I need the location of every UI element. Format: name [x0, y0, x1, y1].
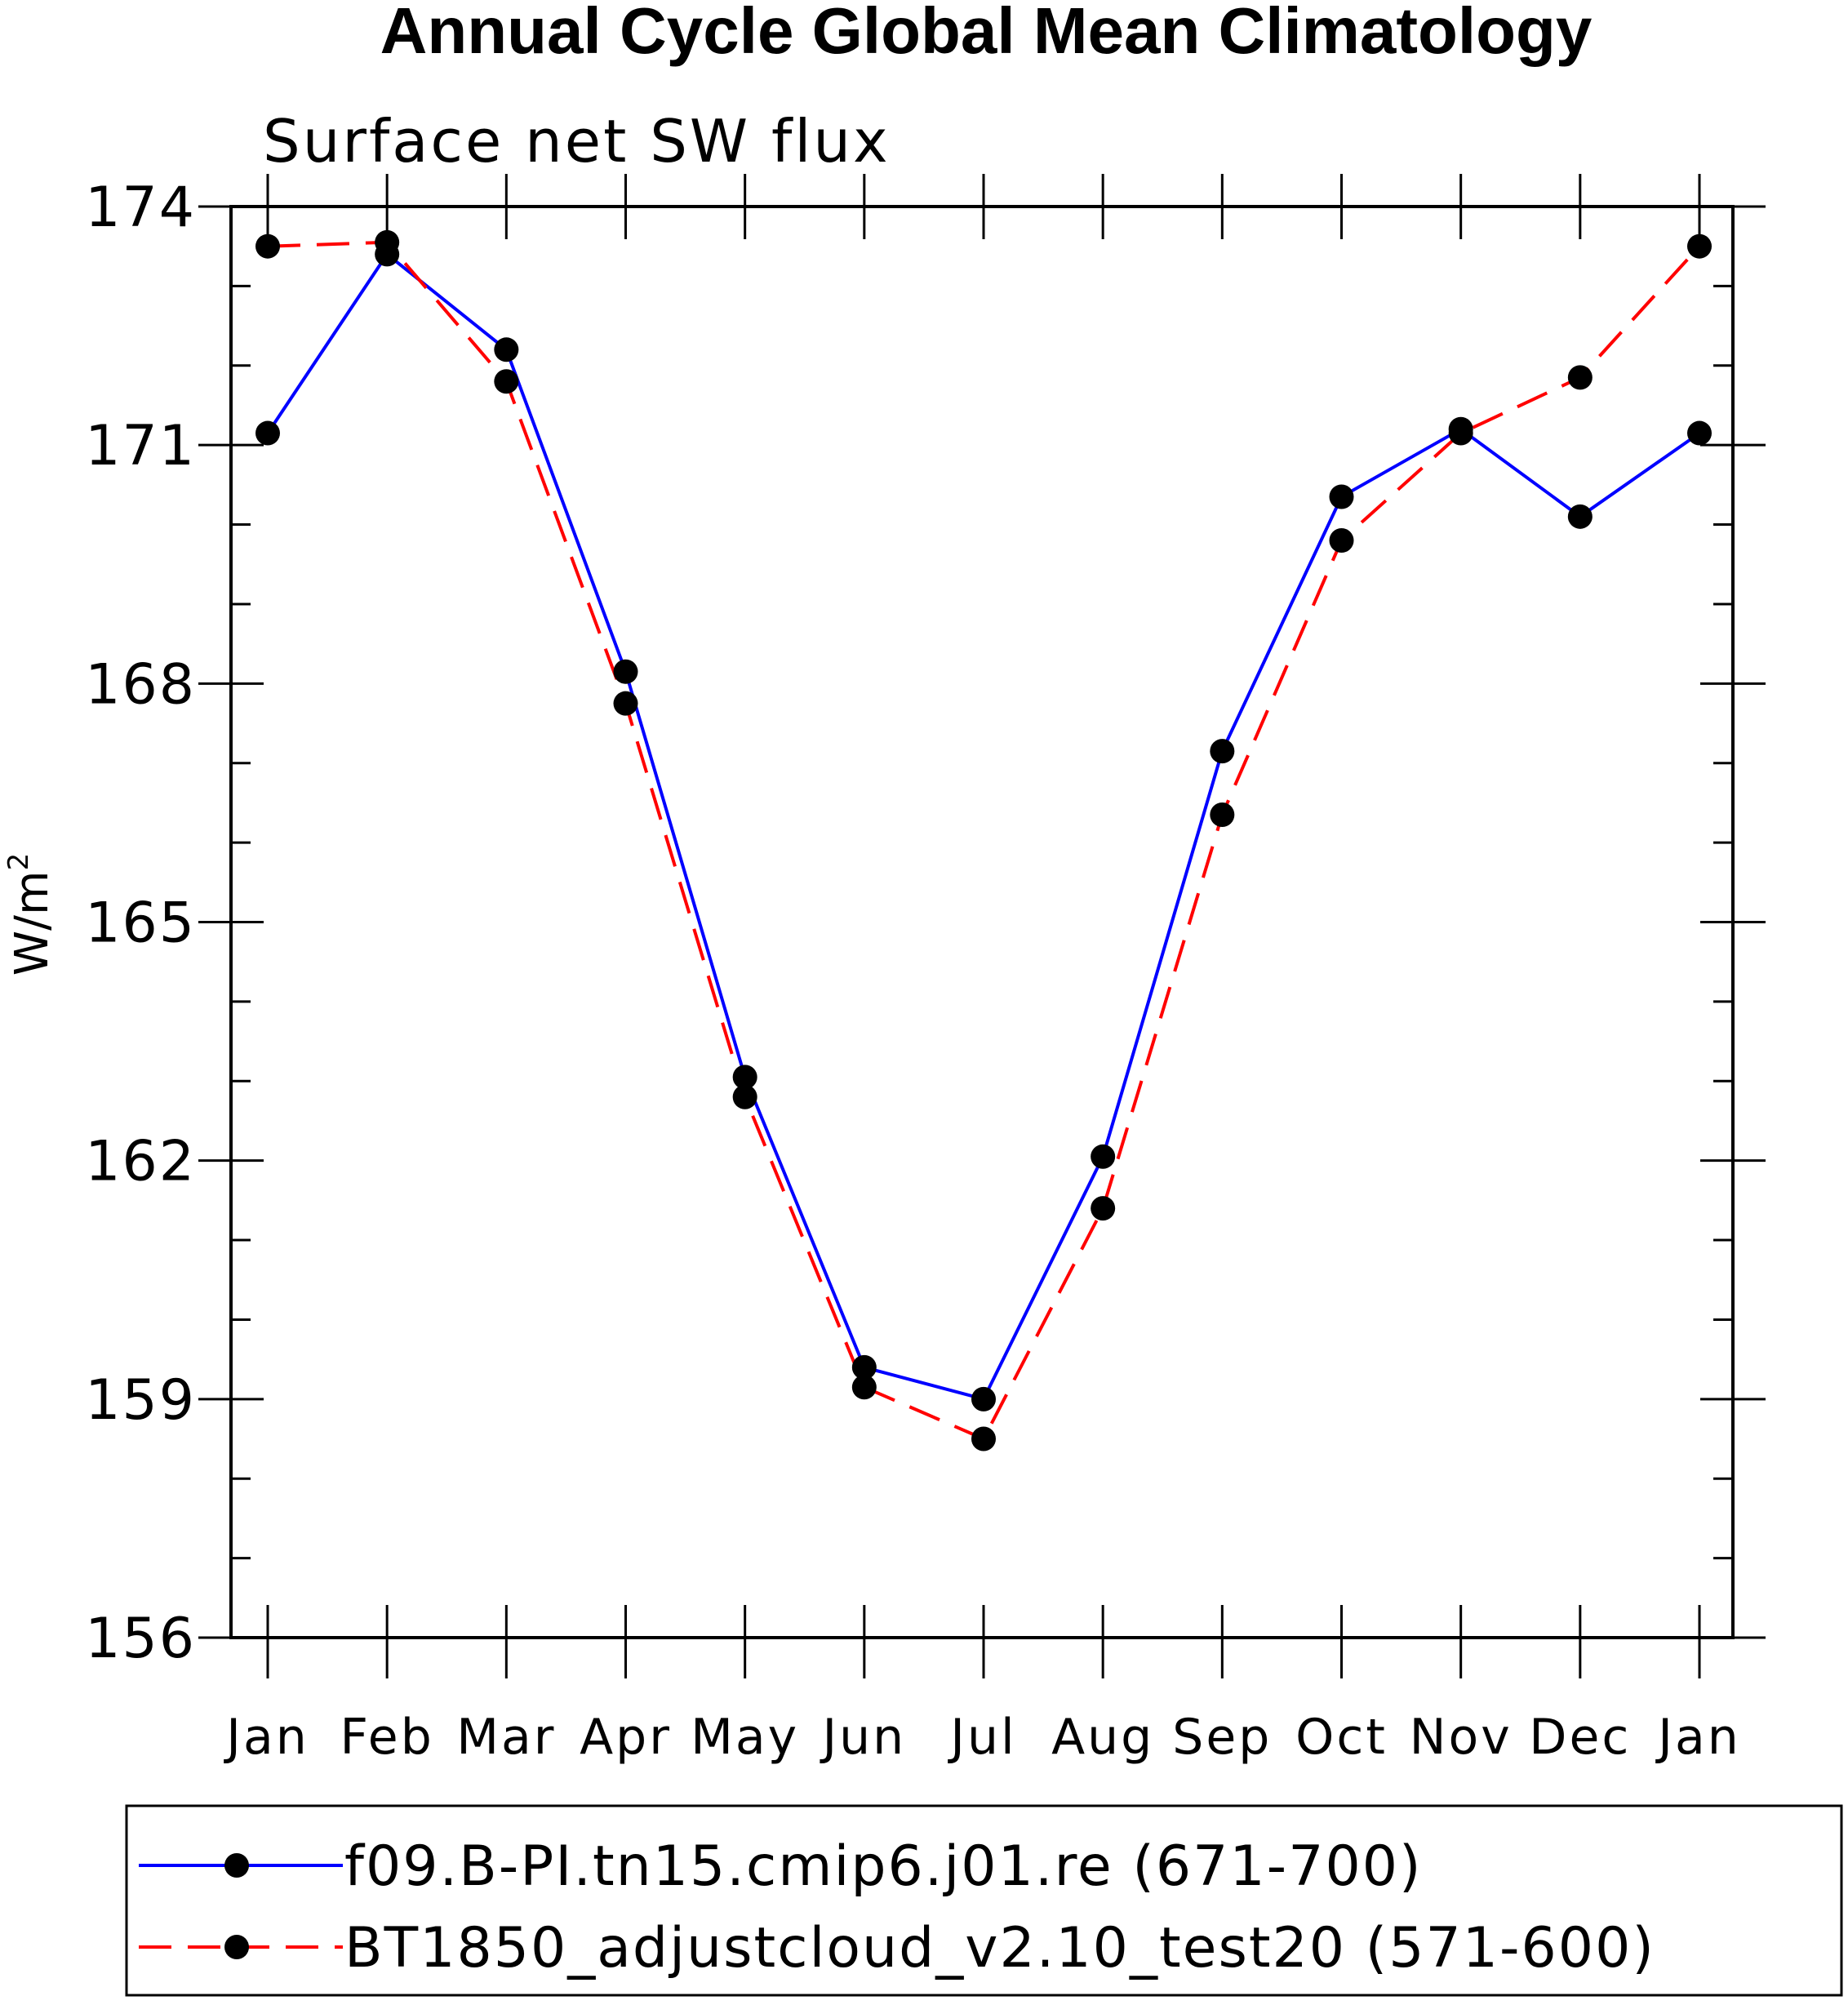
legend-marker-1 — [224, 1853, 249, 1878]
x-tick-label: Feb — [340, 1709, 434, 1766]
axis-ticks — [198, 174, 1766, 1678]
x-tick-label: Dec — [1529, 1709, 1631, 1766]
y-axis-label-base: W/m — [6, 870, 59, 976]
series-line-1 — [266, 251, 1701, 1402]
legend-marker-2 — [224, 1935, 249, 1959]
series-1-point — [971, 1386, 996, 1412]
x-tick-label: Nov — [1410, 1709, 1513, 1766]
series-1-point — [1567, 504, 1593, 529]
series-2-point — [732, 1084, 757, 1109]
series-2-point — [1210, 802, 1235, 828]
series-1-point — [1329, 484, 1354, 509]
series-2-point — [1329, 528, 1354, 553]
y-axis-label-superscript: 2 — [2, 853, 35, 871]
series-lines — [266, 240, 1701, 1442]
legend-label-1: f09.B-PI.tn15.cmip6.j01.re (671-700) — [344, 1834, 1423, 1899]
y-axis-label: W/m2 — [2, 853, 59, 976]
series-1-point — [613, 659, 638, 684]
series-1-point — [255, 420, 280, 446]
x-tick-label: Sep — [1172, 1709, 1272, 1766]
legend: f09.B-PI.tn15.cmip6.j01.re (671-700) BT18… — [139, 1834, 1655, 1981]
series-2-point — [494, 369, 519, 394]
y-tick-label: 156 — [85, 1607, 196, 1671]
series-2-point — [1567, 365, 1593, 390]
series-2-point — [255, 233, 280, 259]
plot-frame — [229, 205, 1735, 1639]
series-1-point — [494, 337, 519, 362]
series-1-point — [732, 1065, 757, 1090]
y-tick-label: 162 — [85, 1130, 196, 1194]
series-2-point — [375, 229, 400, 255]
series-2-point — [851, 1375, 877, 1400]
x-tick-label: Aug — [1051, 1709, 1154, 1766]
series-line-2 — [267, 240, 1701, 1442]
x-tick-label: Jan — [223, 1709, 309, 1766]
series-1-point — [1091, 1144, 1116, 1169]
series-1-point — [1210, 739, 1235, 764]
x-tick-label: Apr — [580, 1709, 672, 1766]
series-2-point — [1448, 420, 1473, 446]
x-tick-label: Oct — [1295, 1709, 1388, 1766]
series-2-point — [1091, 1196, 1116, 1221]
series-1-point — [851, 1354, 877, 1380]
x-tick-labels: Jan Feb Mar Apr May Jun Jul Aug Sep Oct Nov Dec Jan — [223, 1709, 1741, 1766]
series-2-point — [971, 1426, 996, 1452]
y-tick-label: 159 — [85, 1368, 196, 1433]
y-tick-label: 171 — [85, 414, 196, 478]
legend-box — [125, 1804, 1843, 1997]
legend-label-2: BT1850_adjustcloud_v2.10_test20 (571-600… — [344, 1916, 1655, 1981]
x-tick-label: Mar — [456, 1709, 556, 1766]
chart-subtitle: Surface net SW flux — [263, 107, 891, 176]
x-tick-label: Jul — [947, 1709, 1016, 1766]
x-tick-label: May — [691, 1709, 799, 1766]
series-2-point — [1687, 233, 1712, 259]
y-tick-label: 168 — [85, 652, 196, 717]
series-1-point — [1687, 420, 1712, 446]
series-points — [255, 229, 1712, 1452]
x-tick-label: Jan — [1655, 1709, 1741, 1766]
series-2-point — [613, 691, 638, 716]
y-tick-label: 174 — [85, 176, 196, 240]
chart-title: Annual Cycle Global Mean Climatology — [380, 0, 1593, 67]
y-tick-labels: 156 159 162 165 168 171 174 — [85, 176, 196, 1671]
y-tick-label: 165 — [85, 891, 196, 956]
x-tick-label: Jun — [819, 1709, 906, 1766]
